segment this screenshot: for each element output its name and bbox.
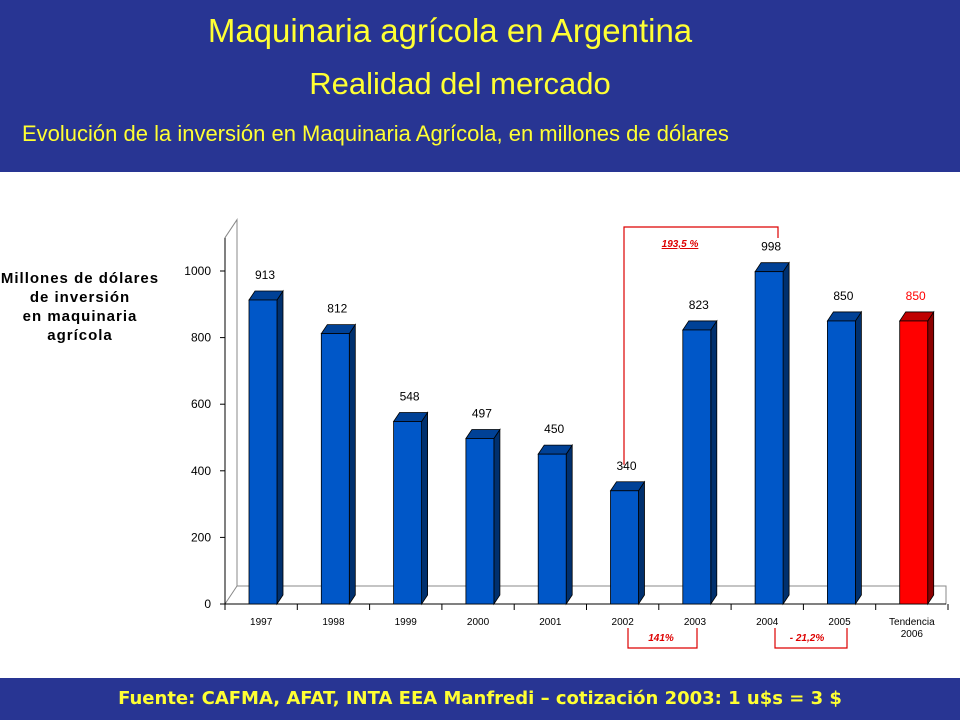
data-label: 812 <box>327 302 347 316</box>
bar <box>827 320 856 605</box>
y-axis-label-line: de inversión <box>29 289 131 306</box>
data-label: 497 <box>472 406 492 420</box>
bar-top-face <box>898 311 935 322</box>
chart-back-wall <box>224 218 238 586</box>
data-label: 998 <box>761 240 781 254</box>
bar-side-face <box>565 443 573 606</box>
bar-top-face <box>826 311 863 322</box>
bar-side-face <box>782 261 790 606</box>
bar-top-face <box>392 412 429 422</box>
investment-bar-chart: 0 200 400 600 800 1000 913 1997 812 1998 548 1999 49… <box>184 218 949 649</box>
growth-bracket-2002-2004 <box>623 226 779 465</box>
data-label: 548 <box>400 390 420 404</box>
bar-side-face <box>855 310 862 606</box>
bar <box>320 333 350 605</box>
bar-top-face <box>682 320 718 331</box>
x-tick-label: 2003 <box>684 617 707 628</box>
bar <box>393 421 423 605</box>
y-tick-label: 400 <box>191 464 211 478</box>
bar <box>465 438 495 605</box>
bar-top-face <box>754 262 790 273</box>
bar <box>682 329 712 605</box>
y-tick-label: 0 <box>204 597 211 611</box>
bar-top-face <box>248 290 284 301</box>
x-tick-label: 1999 <box>395 617 418 628</box>
x-tick-label: Tendencia <box>889 617 935 628</box>
bar <box>754 271 784 605</box>
bar-side-face <box>638 480 645 606</box>
growth-annotation-2002-2004: 193,5 % <box>662 239 699 250</box>
y-tick-label: 1000 <box>184 264 211 278</box>
header-banner: Maquinaria agrícola en Argentina Realida… <box>0 0 960 172</box>
bar-top-face <box>320 324 357 335</box>
bar-side-face <box>276 289 284 606</box>
bar-side-face <box>493 428 501 606</box>
y-tick-label: 200 <box>191 530 211 544</box>
bar-side-face <box>710 319 718 606</box>
x-tick-label: 2001 <box>539 617 562 628</box>
bar <box>248 299 278 605</box>
bar <box>537 453 567 605</box>
bar <box>899 320 929 605</box>
chart-description: Evolución de la inversión en Maquinaria … <box>22 121 729 146</box>
growth-annotation-2002-2003: 141% <box>648 633 674 644</box>
bar-top-face <box>537 444 573 455</box>
y-axis-label-line: en maquinaria <box>22 308 138 325</box>
change-bracket-2004-2005 <box>774 628 848 649</box>
data-label: 450 <box>544 422 564 436</box>
data-label: 850 <box>833 289 853 303</box>
footer-banner: Fuente: CAFMA, AFAT, INTA EEA Manfredi –… <box>0 678 960 720</box>
bar-side-face <box>348 323 356 606</box>
change-annotation-2004-2005: - 21,2% <box>790 633 825 644</box>
y-tick-label: 800 <box>191 331 211 345</box>
data-label: 850 <box>906 289 926 303</box>
data-label: 340 <box>616 459 636 473</box>
y-axis-label: Millones de dólares de inversión en maqu… <box>0 269 160 345</box>
data-label: 913 <box>255 268 275 282</box>
x-tick-label: 2002 <box>612 617 635 628</box>
x-tick-label: 1998 <box>322 617 345 628</box>
x-tick-label: 2006 <box>901 629 924 640</box>
y-axis-label-line: agrícola <box>47 327 113 344</box>
source-note: Fuente: CAFMA, AFAT, INTA EEA Manfredi –… <box>118 688 842 709</box>
page-title: Maquinaria agrícola en Argentina <box>207 12 693 49</box>
page-subtitle: Realidad del mercado <box>309 66 611 101</box>
growth-bracket-2002-2003 <box>627 628 698 649</box>
bar-side-face <box>421 411 429 606</box>
bar-side-face <box>927 310 935 606</box>
x-tick-label: 2000 <box>467 617 490 628</box>
y-axis-label-line: Millones de dólares <box>0 270 160 287</box>
x-tick-label: 2005 <box>828 617 851 628</box>
bar-top-face <box>465 429 501 439</box>
bar-top-face <box>609 481 646 492</box>
data-label: 823 <box>689 298 709 312</box>
x-tick-label: 2004 <box>756 617 779 628</box>
bar <box>610 490 639 605</box>
y-tick-label: 600 <box>191 397 211 411</box>
x-tick-label: 1997 <box>250 617 273 628</box>
